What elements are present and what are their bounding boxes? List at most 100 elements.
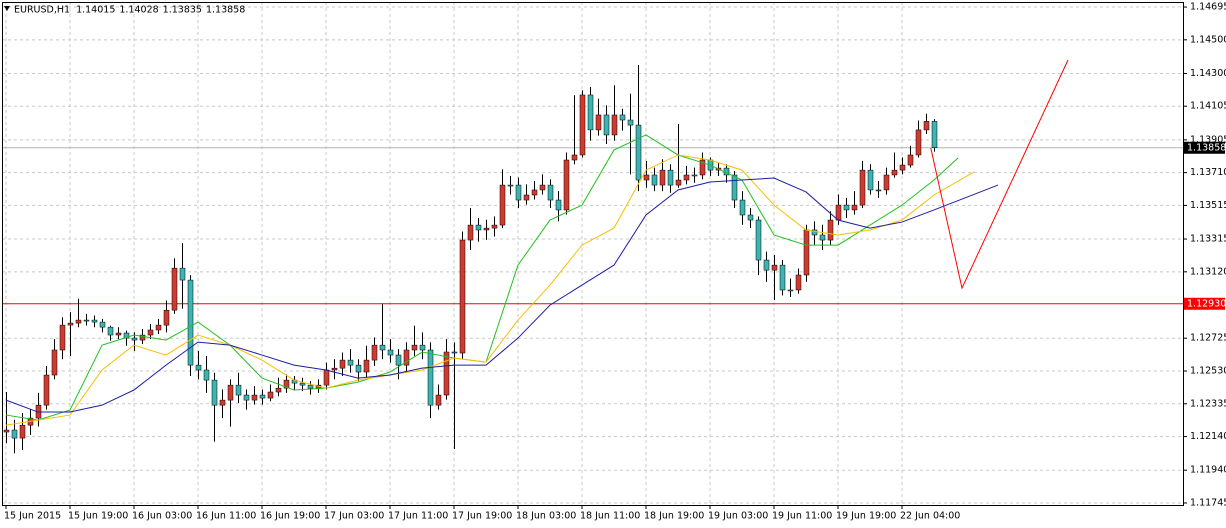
candle-body (379, 344, 386, 351)
candle-body (3, 429, 10, 433)
candle-body (267, 391, 274, 399)
candle-body (331, 367, 338, 371)
y-tick-label: 1.13120 (1190, 266, 1226, 277)
candle-body (899, 164, 906, 171)
candle-body (107, 326, 114, 336)
x-tick-label: 16 Jun 11:00 (196, 511, 256, 522)
candle-body (459, 239, 466, 354)
candle-body (115, 332, 122, 336)
x-tick-label: 15 Jun 2015 (4, 511, 61, 522)
candle-body (59, 324, 66, 351)
candle-body (11, 429, 18, 439)
candle-body (467, 224, 474, 241)
candle-body (339, 359, 346, 369)
candle-body (427, 349, 434, 406)
candle-body (171, 267, 178, 311)
y-tick-label: 1.11940 (1190, 465, 1226, 476)
candle-body (443, 351, 450, 396)
candle-body (859, 169, 866, 206)
candle-body (867, 169, 874, 191)
candle-body (155, 324, 162, 331)
candle-body (203, 369, 210, 381)
candle-body (603, 114, 610, 136)
candle-body (163, 309, 170, 326)
candle-body (99, 321, 106, 328)
candle-body (411, 344, 418, 351)
candle-body (915, 129, 922, 156)
candle-body (251, 394, 258, 401)
candle-body (363, 359, 370, 373)
x-tick-label: 19 Jun 11:00 (772, 511, 832, 522)
candle-body (179, 267, 186, 281)
candle-body (483, 227, 490, 231)
candle-body (667, 169, 674, 186)
candle-body (827, 219, 834, 241)
candle-body (811, 229, 818, 236)
level-price-label: 1.12930 (1187, 298, 1226, 309)
candle-body (419, 344, 426, 351)
candle-body (891, 169, 898, 176)
candle-body (795, 274, 802, 291)
y-tick-label: 1.11745 (1190, 497, 1226, 508)
candle-body (739, 199, 746, 216)
header-high: 1.14028 (119, 5, 158, 16)
candle-body (147, 329, 154, 336)
candle-body (259, 394, 266, 399)
header-open: 1.14015 (76, 5, 115, 16)
candle-body (83, 319, 90, 322)
candle-body (627, 119, 634, 126)
candle-body (227, 384, 234, 401)
candle-body (195, 364, 202, 371)
candle-body (299, 382, 306, 386)
candle-body (907, 154, 914, 166)
y-tick-label: 1.13315 (1190, 234, 1226, 245)
candle-body (523, 194, 530, 201)
candle-body (771, 264, 778, 271)
candle-body (219, 399, 226, 406)
candle-body (235, 384, 242, 396)
candle-body (819, 234, 826, 241)
candle-body (547, 184, 554, 201)
candle-body (507, 184, 514, 187)
header-close: 1.13858 (206, 5, 245, 16)
level-price-box (1184, 297, 1225, 310)
candle-body (451, 351, 458, 354)
candle-body (659, 169, 666, 186)
symbol: EURUSD,H1 (14, 5, 70, 16)
y-tick-label: 1.14500 (1190, 34, 1226, 45)
candle-body (883, 174, 890, 191)
symbol-menu-icon[interactable] (4, 6, 10, 11)
forecast-line (930, 59, 1069, 290)
candle-body (75, 319, 82, 324)
y-tick-label: 1.14695 (1190, 2, 1226, 13)
y-tick-label: 1.14105 (1190, 101, 1226, 112)
candle-body (395, 354, 402, 366)
candle-body (243, 394, 250, 401)
candle-body (435, 394, 442, 406)
candle-body (19, 424, 26, 439)
candle-body (91, 319, 98, 323)
candle-body (539, 184, 546, 191)
candle-body (515, 184, 522, 201)
y-tick-label: 1.13710 (1190, 167, 1226, 178)
candle-body (747, 214, 754, 221)
candle-body (851, 204, 858, 211)
x-tick-label: 19 Jun 19:00 (836, 511, 896, 522)
candle-body (835, 204, 842, 221)
x-tick-label: 17 Jun 19:00 (452, 511, 512, 522)
candle-body (787, 289, 794, 292)
candle-body (691, 174, 698, 177)
x-tick-label: 19 Jun 03:00 (708, 511, 768, 522)
current-price-box (1184, 141, 1225, 154)
candle-body (123, 332, 130, 339)
candle-body (563, 159, 570, 211)
candle-body (67, 322, 74, 326)
candle-body (579, 94, 586, 156)
current-price-label: 1.13858 (1187, 142, 1226, 153)
x-tick-label: 22 Jun 04:00 (900, 511, 960, 522)
plot-frame (2, 2, 1184, 506)
candle-body (731, 174, 738, 201)
candle-body (491, 224, 498, 229)
